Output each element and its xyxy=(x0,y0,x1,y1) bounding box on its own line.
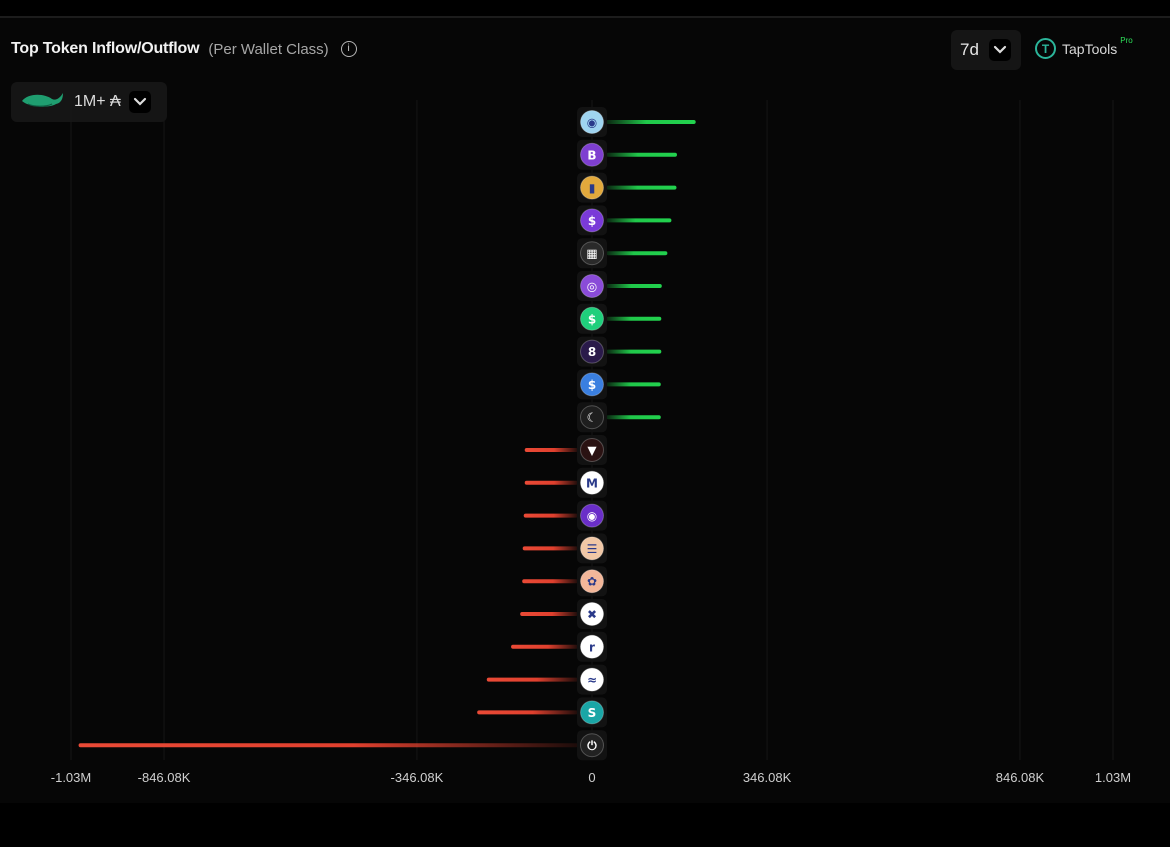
svg-text:⏻: ⏻ xyxy=(587,739,597,753)
x-axis-ticks: -1.03M -846.08K -346.08K 0 346.08K 846.08K 1.0… xyxy=(51,770,1131,785)
outflow-bar[interactable] xyxy=(511,644,578,649)
x-tick-label: -846.08K xyxy=(138,770,191,785)
purple-eye-token-icon[interactable]: ◉ xyxy=(577,500,607,531)
x-tick-label: 846.08K xyxy=(996,770,1045,785)
red-shield-token-icon[interactable]: ▼ xyxy=(577,435,607,465)
cookie-token-icon[interactable]: ✿ xyxy=(577,566,607,597)
bar-layer xyxy=(78,120,696,748)
pattern-token-icon[interactable]: ▦ xyxy=(577,238,607,269)
outflow-bar[interactable] xyxy=(486,677,578,682)
outflow-bar[interactable] xyxy=(522,579,578,584)
x-tick-label: -346.08K xyxy=(391,770,444,785)
outflow-bar[interactable] xyxy=(520,612,578,616)
outflow-bar[interactable] xyxy=(78,743,579,748)
inflow-bar[interactable] xyxy=(606,251,668,256)
bronze-medal-token-icon[interactable]: ▮ xyxy=(577,172,607,203)
title-row: Top Token Inflow/Outflow (Per Wallet Cla… xyxy=(11,40,357,58)
svg-text:≈: ≈ xyxy=(587,673,597,687)
wallet-class-label: 1M+ ₳ xyxy=(74,93,121,110)
inflow-bar[interactable] xyxy=(606,185,677,190)
chevron-down-icon[interactable] xyxy=(128,91,151,113)
green-dollar-token-icon[interactable]: $ xyxy=(577,303,607,334)
crescent-token-icon[interactable]: ☾ xyxy=(577,402,607,433)
svg-text:✿: ✿ xyxy=(587,575,597,589)
svg-text:◉: ◉ xyxy=(587,116,597,130)
svg-text:▦: ▦ xyxy=(586,247,597,261)
x-tick-label: 0 xyxy=(588,770,595,785)
purple-dollar-token-icon[interactable]: $ xyxy=(577,205,607,236)
brand-pro-badge: Pro xyxy=(1120,36,1133,45)
svg-text:✖: ✖ xyxy=(587,608,597,622)
svg-text:8: 8 xyxy=(588,345,596,359)
blue-dollar-token-icon[interactable]: $ xyxy=(577,369,607,400)
wallet-class-selector[interactable]: 1M+ ₳ xyxy=(11,82,167,122)
svg-text:$: $ xyxy=(588,312,596,326)
r-token-icon[interactable]: r xyxy=(577,631,607,662)
token-icon-layer: ◉ B ▮ $ ▦ ◎ $8 $ ☾ ▼ M ◉ ☰ ✿ ✖ r ≈ S ⏻ xyxy=(577,107,607,761)
outflow-bar[interactable] xyxy=(523,513,578,518)
inflow-bar[interactable] xyxy=(606,415,661,420)
svg-text:B: B xyxy=(587,148,596,162)
chevron-down-icon[interactable] xyxy=(988,39,1011,61)
chart-title: Top Token Inflow/Outflow xyxy=(11,40,200,57)
period-selector[interactable]: 7d xyxy=(951,30,1021,70)
outflow-bar[interactable] xyxy=(524,480,578,485)
outflow-bar[interactable] xyxy=(522,546,578,551)
outflow-bar[interactable] xyxy=(524,448,578,452)
wave-token-icon[interactable]: ≈ xyxy=(577,664,607,695)
info-icon[interactable]: i xyxy=(340,41,357,57)
m-token-icon[interactable]: M xyxy=(577,467,607,498)
period-label: 7d xyxy=(960,40,979,59)
inflow-bar[interactable] xyxy=(606,120,696,124)
purple-ring-token-icon[interactable]: ◎ xyxy=(577,271,607,301)
bitcoin-token-icon[interactable]: B xyxy=(577,139,607,170)
grid-token-icon[interactable]: ✖ xyxy=(577,599,607,629)
brand-name: TapTools xyxy=(1062,40,1118,57)
eight-token-icon[interactable]: 8 xyxy=(577,336,607,367)
outflow-bar[interactable] xyxy=(477,710,578,715)
x-tick-label: 1.03M xyxy=(1095,770,1131,785)
svg-text:$: $ xyxy=(588,378,596,392)
inflow-bar[interactable] xyxy=(606,349,662,354)
svg-text:☾: ☾ xyxy=(587,411,598,425)
svg-text:r: r xyxy=(589,640,595,654)
burger-token-icon[interactable]: ☰ xyxy=(577,533,607,564)
svg-text:S: S xyxy=(588,706,597,720)
snek-token-icon[interactable]: ◉ xyxy=(577,107,607,137)
svg-text:◎: ◎ xyxy=(587,280,597,294)
teal-s-token-icon[interactable]: S xyxy=(577,697,607,728)
svg-text:$: $ xyxy=(588,214,596,228)
svg-text:▮: ▮ xyxy=(589,181,596,195)
inflow-bar[interactable] xyxy=(606,218,672,223)
inflow-bar[interactable] xyxy=(606,152,677,157)
svg-text:◉: ◉ xyxy=(587,509,597,523)
svg-text:M: M xyxy=(586,476,598,490)
svg-text:▼: ▼ xyxy=(587,444,597,458)
x-tick-label: -1.03M xyxy=(51,770,91,785)
whale-icon xyxy=(18,89,66,116)
chart-subtitle: (Per Wallet Class) xyxy=(208,40,329,58)
inflow-bar[interactable] xyxy=(606,382,661,387)
inflow-bar[interactable] xyxy=(606,284,662,288)
x-tick-label: 346.08K xyxy=(743,770,792,785)
taptools-logo-icon: T xyxy=(1035,38,1056,59)
svg-text:☰: ☰ xyxy=(587,542,598,556)
brand: T TapTools Pro xyxy=(1035,36,1136,59)
power-token-icon[interactable]: ⏻ xyxy=(577,730,607,761)
inflow-bar[interactable] xyxy=(606,316,662,321)
